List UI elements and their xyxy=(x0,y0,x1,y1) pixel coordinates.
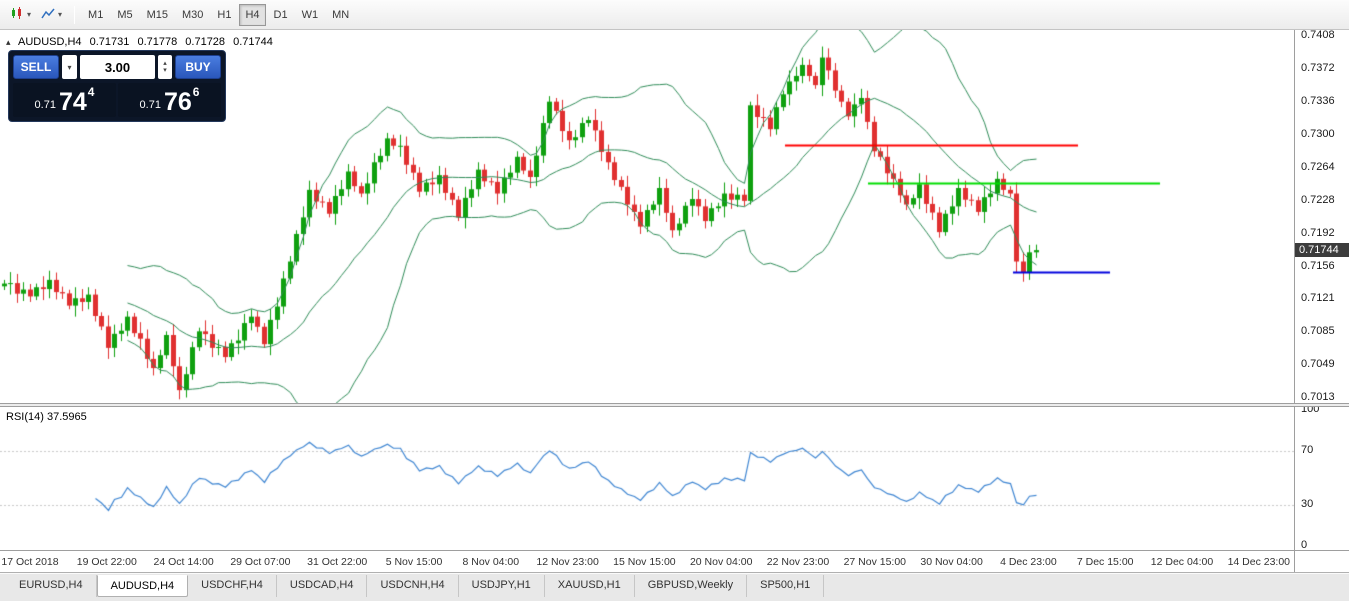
timeframe-button-m30[interactable]: M30 xyxy=(176,4,209,26)
timeframe-button-h1[interactable]: H1 xyxy=(211,4,237,26)
indicators-button[interactable]: ▾ xyxy=(37,4,66,26)
timeframe-button-w1[interactable]: W1 xyxy=(296,4,325,26)
oneclick-toggle-icon[interactable]: ▴ xyxy=(6,37,11,47)
rsi-chart-canvas[interactable] xyxy=(0,407,1294,550)
sell-price-sup: 4 xyxy=(87,85,95,99)
time-axis-label: 19 Oct 22:00 xyxy=(76,556,137,568)
chart-tabs-bar: EURUSD,H4 AUDUSD,H4 USDCHF,H4 USDCAD,H4 … xyxy=(0,572,1349,601)
time-axis-label: 27 Nov 15:00 xyxy=(843,556,907,568)
time-axis-label: 30 Nov 04:00 xyxy=(920,556,983,568)
tab-xauusd-h1[interactable]: XAUUSD,H1 xyxy=(544,575,635,597)
ohlc-low: 0.71728 xyxy=(185,36,226,48)
chevron-down-icon: ▾ xyxy=(67,62,72,72)
price-axis-label: 0.7013 xyxy=(1301,391,1335,404)
timeframe-button-mn[interactable]: MN xyxy=(326,4,355,26)
time-axis-label: 20 Nov 04:00 xyxy=(689,556,753,568)
timeframe-button-d1[interactable]: D1 xyxy=(268,4,294,26)
time-axis-label: 17 Oct 2018 xyxy=(1,556,59,568)
time-axis-label: 12 Dec 04:00 xyxy=(1150,556,1214,568)
chevron-down-icon: ▾ xyxy=(58,10,63,19)
sell-price-base: 0.71 xyxy=(34,99,56,111)
time-axis-label: 22 Nov 23:00 xyxy=(766,556,830,568)
current-price-badge: 0.71744 xyxy=(1295,243,1349,258)
tab-eurusd-h4[interactable]: EURUSD,H4 xyxy=(6,575,97,597)
price-axis-label: 0.7372 xyxy=(1301,61,1335,74)
price-axis-label: 0.7264 xyxy=(1301,160,1335,173)
spin-up-icon: ▴ xyxy=(163,60,167,67)
price-axis-label: 0.7336 xyxy=(1301,94,1335,107)
price-axis-label: 0.7121 xyxy=(1301,292,1335,305)
chart-type-button[interactable]: ▾ xyxy=(6,4,35,26)
tab-usdjpy-h1[interactable]: USDJPY,H1 xyxy=(458,575,545,597)
time-axis-label: 12 Nov 23:00 xyxy=(536,556,599,568)
time-axis-label: 7 Dec 15:00 xyxy=(1076,556,1134,568)
tab-audusd-h4[interactable]: AUDUSD,H4 xyxy=(96,575,189,597)
tab-sp500-h1[interactable]: SP500,H1 xyxy=(747,575,825,597)
symbol-label: AUDUSD,H4 xyxy=(17,36,82,48)
rsi-axis-label: 30 xyxy=(1301,498,1314,511)
indicator-line-icon xyxy=(41,6,56,24)
time-axis-label: 5 Nov 15:00 xyxy=(385,556,443,568)
tab-usdcnh-h4[interactable]: USDCNH,H4 xyxy=(367,575,459,597)
toolbar-separator xyxy=(74,5,76,24)
price-axis-label: 0.7049 xyxy=(1301,358,1335,371)
buy-price-display[interactable]: 0.71 76 6 xyxy=(118,83,221,117)
lot-size-input[interactable] xyxy=(80,55,155,79)
price-axis-label: 0.7300 xyxy=(1301,127,1335,140)
price-axis[interactable]: 0.71744 0.7408 0.7372 0.7336 0.7300 0.7264 0.… xyxy=(1294,28,1349,572)
timeframe-button-m1[interactable]: M1 xyxy=(82,4,109,26)
time-axis-label: 31 Oct 22:00 xyxy=(307,556,368,568)
sell-button[interactable]: SELL xyxy=(13,55,59,79)
spin-down-icon: ▾ xyxy=(163,67,167,74)
timeframe-button-h4[interactable]: H4 xyxy=(239,3,266,26)
one-click-trading-panel: SELL ▾ ▴ ▾ BUY 0.71 74 4 0.71 76 6 xyxy=(8,50,226,122)
time-axis[interactable]: 17 Oct 2018 19 Oct 22:00 24 Oct 14:00 29 Oc… xyxy=(0,550,1349,572)
ohlc-high: 0.71778 xyxy=(137,36,178,48)
chevron-down-icon: ▾ xyxy=(27,10,32,19)
rsi-axis-label: 0 xyxy=(1301,539,1308,551)
price-axis-label: 0.7408 xyxy=(1301,28,1335,41)
lot-spinner[interactable]: ▴ ▾ xyxy=(158,55,172,79)
ohlc-close: 0.71744 xyxy=(233,36,273,48)
sell-price-big: 74 xyxy=(58,88,87,116)
price-axis-label: 0.7192 xyxy=(1301,226,1335,239)
timeframe-button-m5[interactable]: M5 xyxy=(111,4,138,26)
time-axis-label: 29 Oct 07:00 xyxy=(230,556,291,568)
rsi-axis-label: 70 xyxy=(1301,443,1314,456)
panel-splitter[interactable] xyxy=(0,403,1349,407)
candlestick-chart-icon xyxy=(10,6,25,24)
symbol-info: ▴ AUDUSD,H4 0.71731 0.71778 0.71728 0.71… xyxy=(6,36,278,48)
buy-price-base: 0.71 xyxy=(139,99,161,111)
tab-usdchf-h4[interactable]: USDCHF,H4 xyxy=(188,575,277,597)
time-axis-label: 8 Nov 04:00 xyxy=(462,556,520,568)
tab-usdcad-h4[interactable]: USDCAD,H4 xyxy=(276,575,368,597)
time-axis-label: 24 Oct 14:00 xyxy=(153,556,214,568)
rsi-indicator-label: RSI(14) 37.5965 xyxy=(6,411,87,423)
tab-gbpusd-weekly[interactable]: GBPUSD,Weekly xyxy=(634,575,748,597)
toolbar: ▾ ▾ M1 M5 M15 M30 H1 H4 D1 W1 MN xyxy=(0,0,1349,30)
buy-price-big: 76 xyxy=(163,88,192,116)
price-axis-label: 0.7228 xyxy=(1301,193,1335,206)
buy-price-sup: 6 xyxy=(192,85,200,99)
time-axis-label: 14 Dec 23:00 xyxy=(1227,556,1291,568)
timeframe-button-m15[interactable]: M15 xyxy=(141,4,174,26)
time-axis-label: 15 Nov 15:00 xyxy=(613,556,676,568)
buy-button[interactable]: BUY xyxy=(175,55,221,79)
price-axis-label: 0.7085 xyxy=(1301,325,1335,338)
price-axis-label: 0.7156 xyxy=(1301,260,1335,273)
lot-dropdown-button[interactable]: ▾ xyxy=(62,55,77,79)
sell-price-display[interactable]: 0.71 74 4 xyxy=(13,83,116,117)
ohlc-open: 0.71731 xyxy=(89,36,130,48)
time-axis-label: 4 Dec 23:00 xyxy=(1000,556,1057,568)
